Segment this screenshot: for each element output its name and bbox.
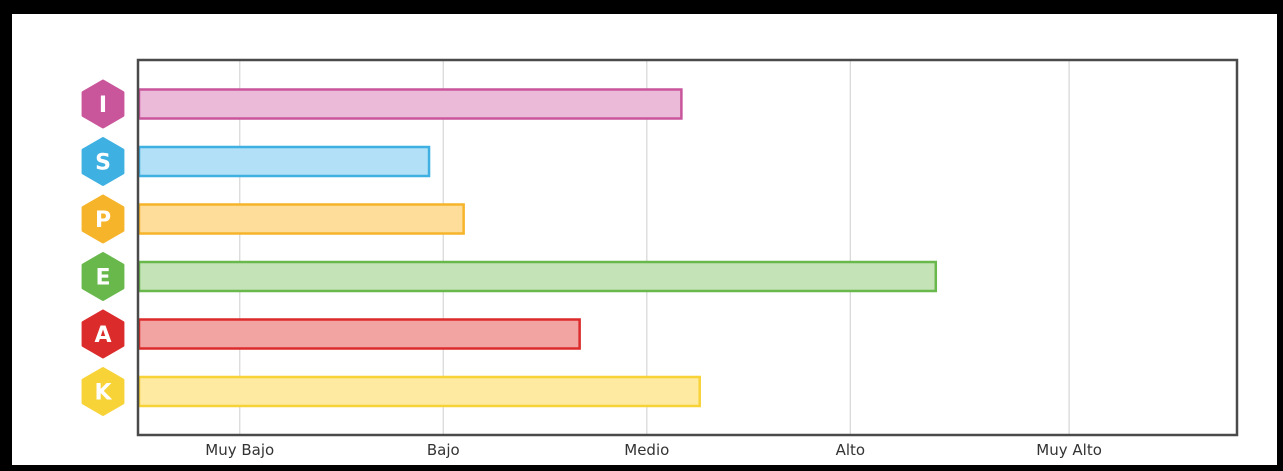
category-label-e: E [95,266,110,291]
hexagon-i-icon [81,79,125,129]
bar-k [137,375,701,408]
chart: I S P E A K Muy Bajo Bajo Medio Alto Muy Alto [81,58,1239,459]
category-label-s: S [95,151,111,176]
hexagon-s-icon [81,137,125,186]
x-tick-label-4: Alto [836,441,866,459]
hexagon-k-icon [81,367,125,416]
bar-e [137,260,938,293]
hexagon-p-icon [81,194,125,244]
x-tick-label-5: Muy Alto [1036,441,1102,459]
category-label-a: A [94,323,111,348]
bar-s [137,145,431,178]
x-tick-label-1: Muy Bajo [205,441,274,459]
category-label-i: I [99,93,107,118]
hexagon-a-icon [81,309,125,359]
category-label-k: K [94,381,112,406]
x-tick-label-3: Medio [624,441,669,459]
hexagon-e-icon [81,252,125,301]
x-tick-label-2: Bajo [427,441,460,459]
bar-i [137,88,683,120]
category-label-p: P [95,208,111,233]
bar-a [137,318,581,350]
plot-border [136,58,1239,437]
bar-p [137,203,465,235]
